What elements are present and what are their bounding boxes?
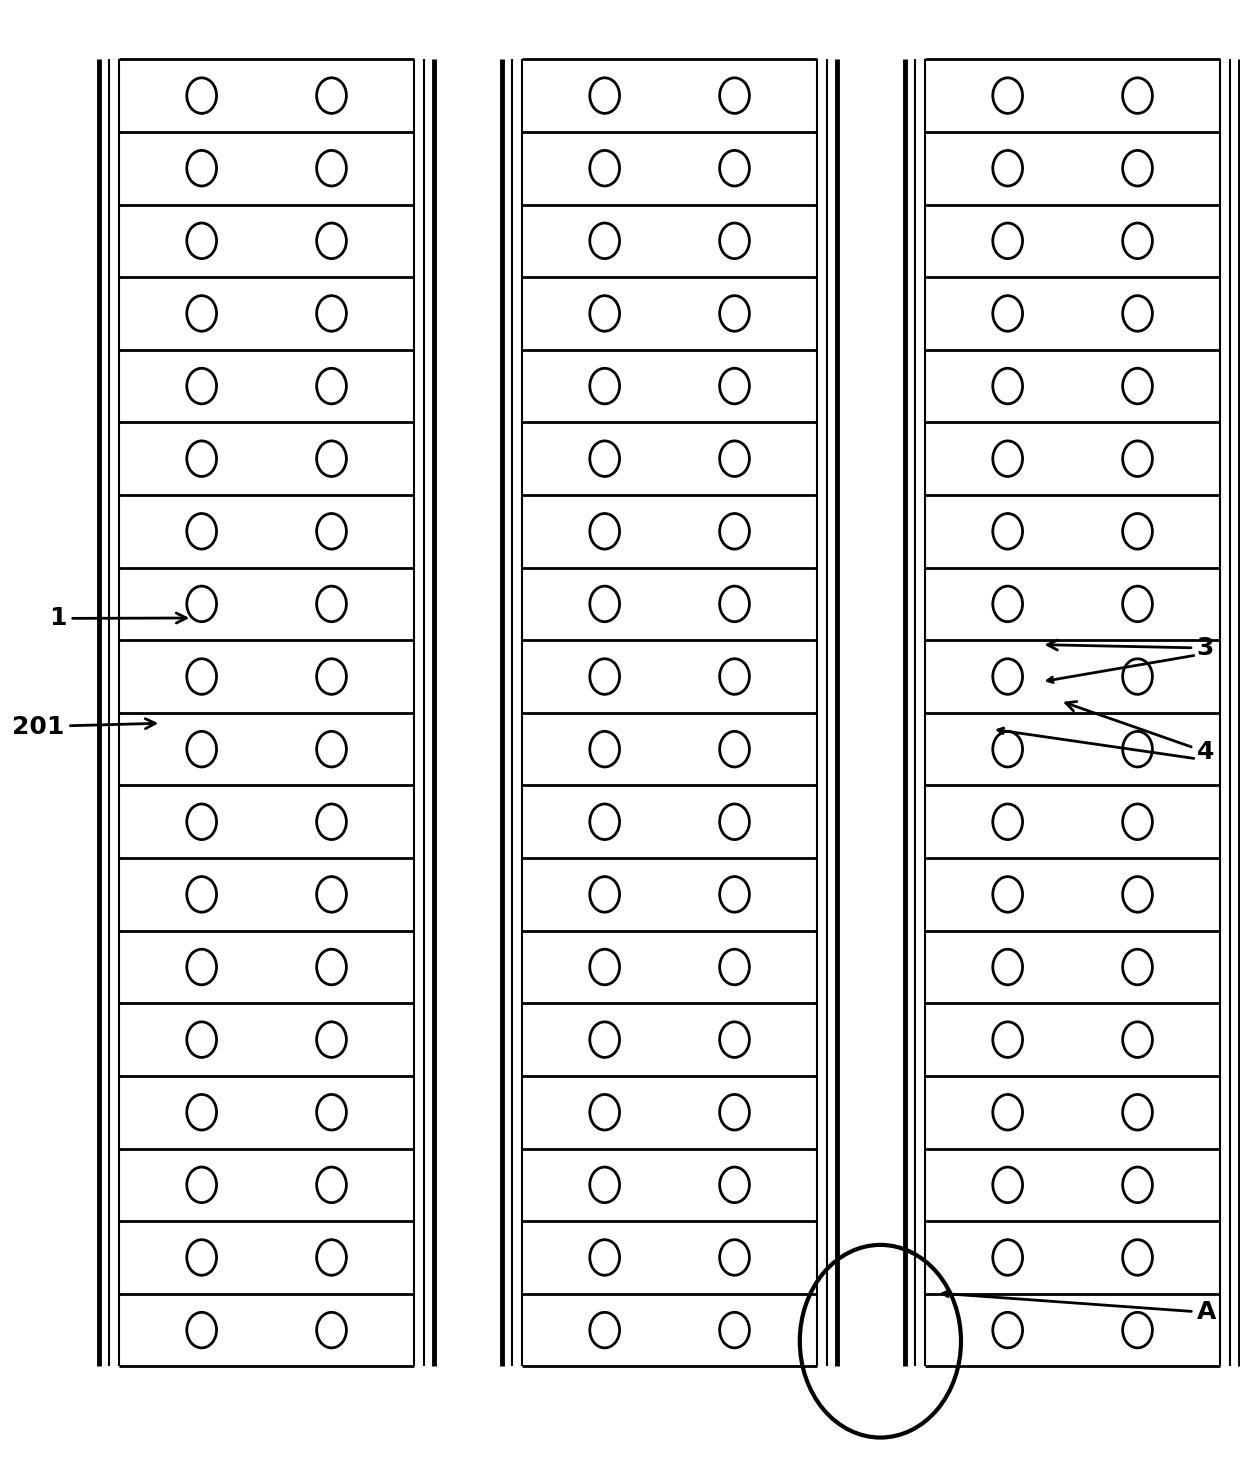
Text: 1: 1 [50,606,186,630]
Text: 3: 3 [1048,636,1214,659]
Text: 201: 201 [12,714,155,738]
Text: 4: 4 [1065,701,1214,763]
Text: A: A [1197,1300,1216,1323]
